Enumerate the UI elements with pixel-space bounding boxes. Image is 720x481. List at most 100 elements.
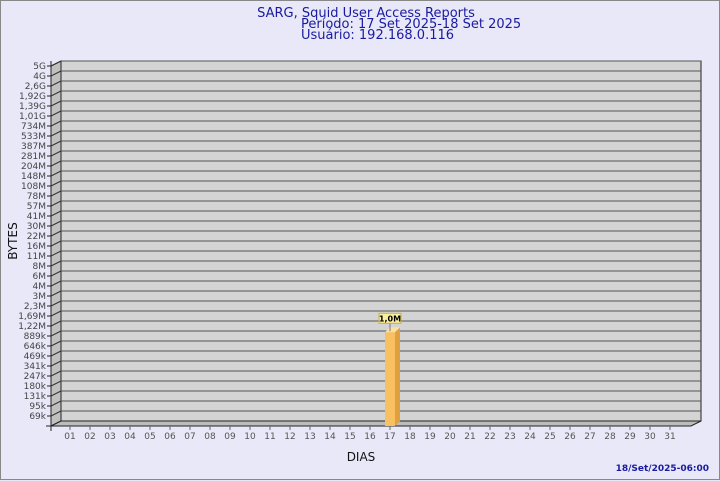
gridline-side: [50, 270, 62, 277]
x-tick-label: 16: [364, 432, 376, 442]
x-tick-label: 07: [184, 432, 195, 442]
y-tick-label: 4G: [33, 72, 46, 82]
x-tick-label: 24: [524, 432, 536, 442]
gridline-side: [50, 250, 62, 257]
gridline-side: [50, 390, 62, 397]
y-tick-label: 1,69M: [18, 312, 46, 322]
gridline-side: [50, 150, 62, 157]
x-tick-label: 22: [484, 432, 495, 442]
x-tick-label: 20: [444, 432, 456, 442]
y-tick-label: 8M: [33, 262, 47, 272]
y-tick-label: 95k: [29, 402, 46, 412]
gridline-side: [50, 130, 62, 137]
y-tick-label: 11M: [27, 252, 46, 262]
x-tick-label: 14: [324, 432, 336, 442]
bar-value-label: 1,0M: [379, 314, 401, 323]
x-tick-label: 13: [304, 432, 315, 442]
gridline-side: [50, 350, 62, 357]
gridline-side: [50, 120, 62, 127]
gridline-side: [50, 190, 62, 197]
y-tick-label: 247k: [24, 372, 47, 382]
x-tick-label: 23: [504, 432, 515, 442]
gridline-side: [50, 170, 62, 177]
x-tick-label: 29: [624, 432, 636, 442]
y-tick-label: 533M: [21, 132, 46, 142]
gridline-side: [50, 370, 62, 377]
x-tick-label: 21: [464, 432, 475, 442]
y-tick-label: 2,3M: [24, 302, 46, 312]
gridline-side: [50, 310, 62, 317]
gridline-side: [50, 210, 62, 217]
gridline-side: [50, 230, 62, 237]
x-tick-label: 27: [584, 432, 595, 442]
y-tick-label: 30M: [27, 222, 46, 232]
gridline-side: [50, 330, 62, 337]
y-tick-label: 131k: [24, 392, 47, 402]
x-tick-label: 17: [384, 432, 395, 442]
gridline-side: [50, 380, 62, 387]
x-tick-label: 03: [104, 432, 115, 442]
gridline-side: [50, 320, 62, 327]
y-tick-label: 1,22M: [18, 322, 46, 332]
y-tick-label: 5G: [33, 62, 46, 72]
gridline-side: [50, 60, 62, 67]
chart-title: SARG, Squid User Access Reports: [257, 6, 475, 21]
plot-floor: [50, 420, 702, 427]
gridline-side: [50, 200, 62, 207]
bar-side: [395, 327, 400, 426]
gridline-side: [50, 110, 62, 117]
gridline-side: [50, 220, 62, 227]
y-axis-label: BYTES: [6, 222, 20, 259]
y-tick-label: 69k: [29, 412, 46, 422]
bar-label-box: [378, 312, 402, 324]
chart-subtitle-user: Usuário: 192.168.0.116: [301, 28, 454, 43]
y-tick-label: 889k: [24, 332, 47, 342]
y-tick-label: 57M: [27, 202, 46, 212]
gridline-side: [50, 240, 62, 247]
y-tick-label: 469k: [24, 352, 47, 362]
gridline-side: [50, 100, 62, 107]
y-tick-label: 6M: [33, 272, 47, 282]
y-tick-label: 734M: [21, 122, 46, 132]
x-tick-label: 18: [404, 432, 416, 442]
chart-subtitle-period: Período: 17 Set 2025-18 Set 2025: [301, 17, 521, 32]
x-tick-label: 12: [284, 432, 295, 442]
y-tick-label: 387M: [21, 142, 46, 152]
x-tick-label: 05: [144, 432, 155, 442]
x-tick-label: 31: [664, 432, 675, 442]
x-tick-label: 01: [64, 432, 75, 442]
gridline-side: [50, 70, 62, 77]
bar-top: [385, 327, 400, 333]
x-tick-label: 04: [124, 432, 136, 442]
y-tick-label: 2,6G: [25, 82, 46, 92]
gridline-side: [50, 90, 62, 97]
x-tick-label: 15: [344, 432, 355, 442]
x-tick-label: 25: [544, 432, 555, 442]
y-tick-label: 1,01G: [19, 112, 46, 122]
gridline-side: [50, 290, 62, 297]
y-tick-label: 180k: [24, 382, 47, 392]
gridline-side: [50, 80, 62, 87]
gridline-side: [50, 140, 62, 147]
y-tick-label: 341k: [24, 362, 47, 372]
gridline-side: [50, 180, 62, 187]
x-tick-label: 02: [84, 432, 95, 442]
gridline-side: [50, 410, 62, 417]
x-axis-label: DIAS: [347, 450, 376, 464]
x-tick-label: 30: [644, 432, 656, 442]
x-tick-label: 06: [164, 432, 176, 442]
y-tick-label: 4M: [33, 282, 47, 292]
gridline-side: [50, 160, 62, 167]
y-tick-label: 1,39G: [19, 102, 46, 112]
gridline-side: [50, 400, 62, 407]
x-tick-label: 08: [204, 432, 216, 442]
y-tick-label: 41M: [27, 212, 46, 222]
y-tick-label: 204M: [21, 162, 46, 172]
gridline-side: [50, 260, 62, 267]
x-tick-label: 19: [424, 432, 436, 442]
x-tick-label: 11: [264, 432, 275, 442]
y-tick-label: 3M: [33, 292, 47, 302]
gridline-side: [50, 360, 62, 367]
